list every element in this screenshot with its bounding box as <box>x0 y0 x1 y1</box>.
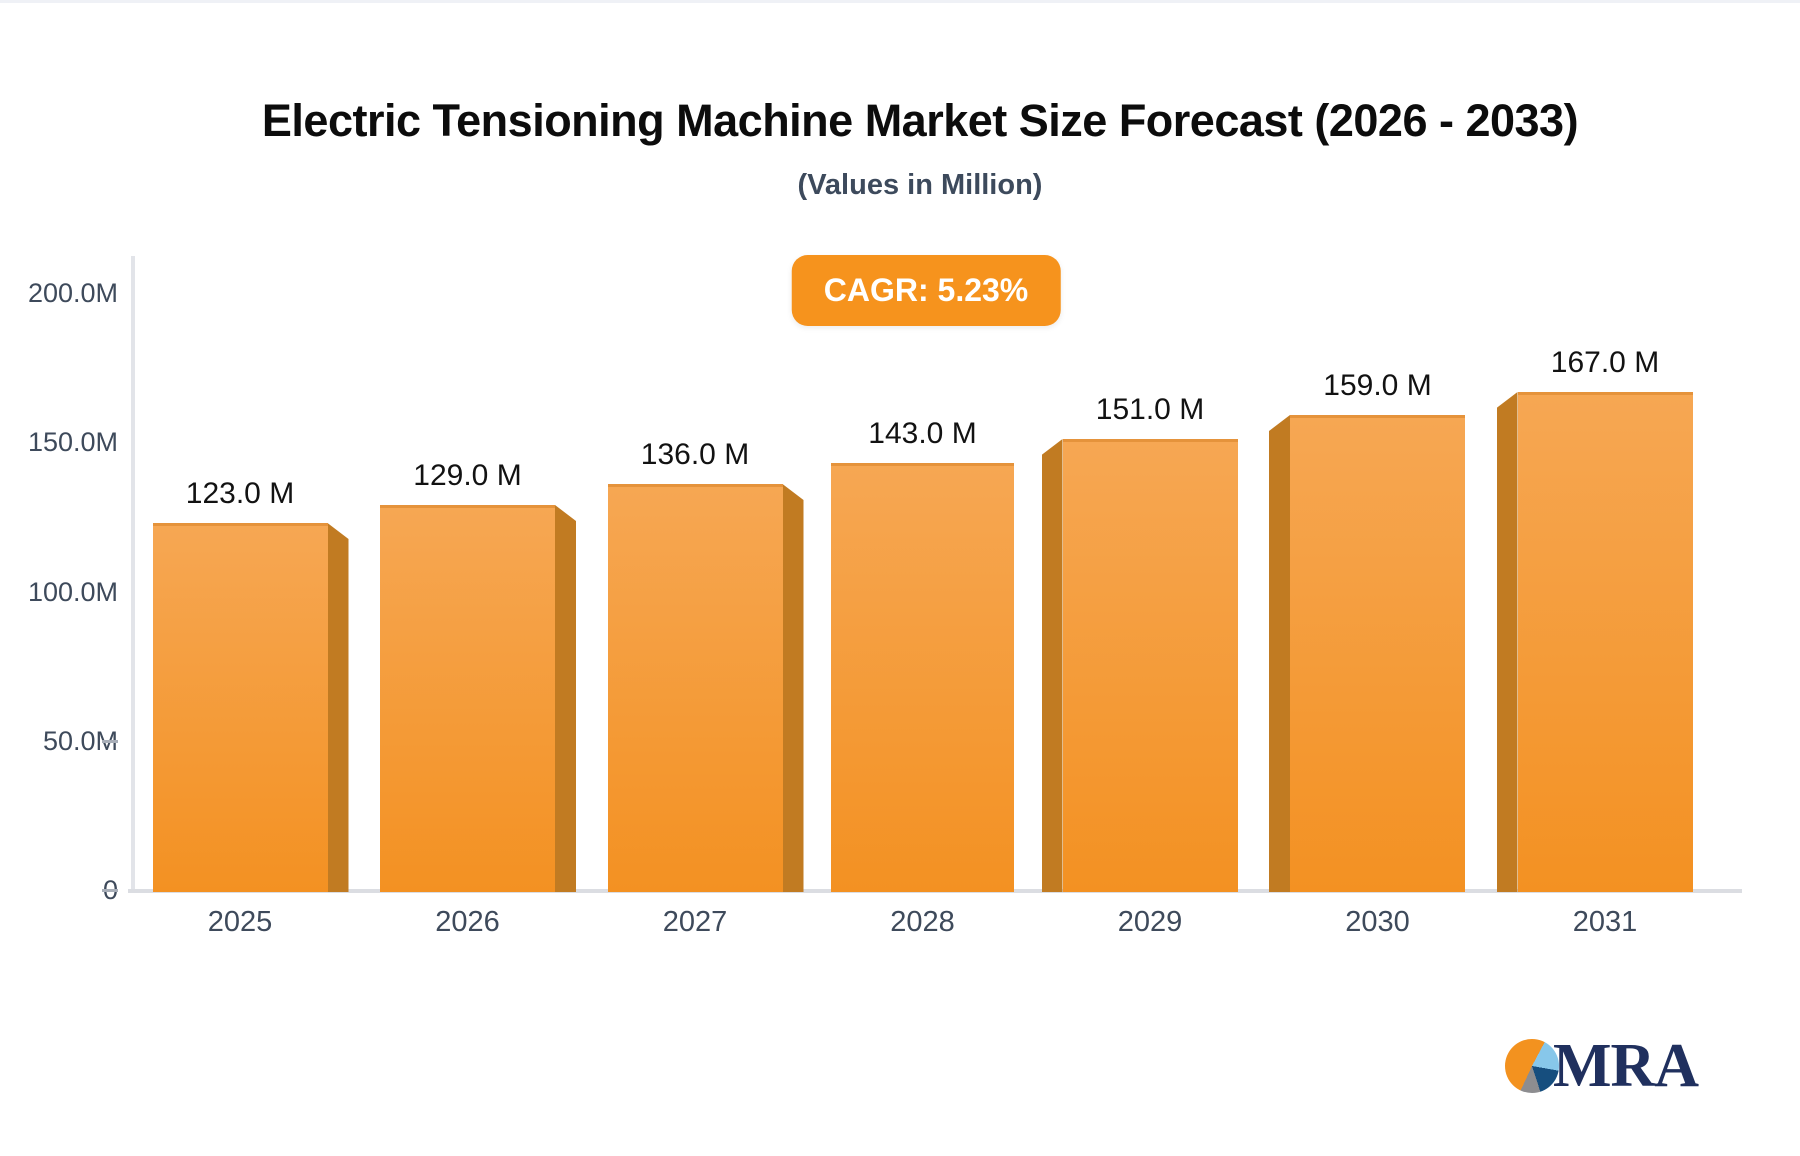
bar-value-label: 129.0 M <box>413 459 522 492</box>
bar-value-label: 167.0 M <box>1550 346 1660 379</box>
bar-value-label: 123.0 M <box>185 477 295 510</box>
bar <box>152 523 328 892</box>
brand-logo-text: MRA <box>1553 1032 1699 1100</box>
y-tick-mark <box>102 739 118 743</box>
x-tick-label: 2028 <box>890 906 955 938</box>
y-tick-label: 150.0M <box>27 427 118 458</box>
bar-3d-side <box>1496 392 1518 892</box>
y-axis-line <box>131 256 135 892</box>
y-tick-label: 200.0M <box>27 278 118 308</box>
cagr-badge: CAGR: 5.23% <box>791 255 1061 326</box>
bar <box>831 463 1014 892</box>
bar-value-label: 159.0 M <box>1323 369 1432 402</box>
pie-chart-logo-icon <box>1505 1039 1559 1093</box>
bar <box>1290 415 1465 892</box>
x-tick-label: 2025 <box>207 906 273 938</box>
y-tick-label: 50.0M <box>42 725 118 756</box>
bar <box>1062 439 1238 892</box>
chart-subtitle: (Values in Million) <box>797 169 1043 201</box>
bar <box>380 505 555 892</box>
bar-3d-side <box>782 484 804 892</box>
bar-3d-side <box>327 523 349 892</box>
x-tick-label: 2026 <box>435 906 500 938</box>
bar-value-label: 136.0 M <box>640 438 750 471</box>
y-tick-label: 100.0M <box>27 576 118 607</box>
bar-value-label: 151.0 M <box>1095 393 1205 426</box>
y-tick-label: 0 <box>0 873 118 907</box>
y-tick-mark <box>102 889 118 892</box>
chart-title: Electric Tensioning Machine Market Size … <box>261 95 1579 146</box>
x-tick-label: 2027 <box>662 906 728 938</box>
x-tick-label: 2031 <box>1572 906 1638 938</box>
bar-3d-side <box>1041 439 1063 892</box>
x-tick-label: 2030 <box>1345 906 1410 938</box>
bar-value-label: 143.0 M <box>868 417 977 450</box>
bar <box>607 484 783 892</box>
x-tick-label: 2029 <box>1117 906 1183 938</box>
bar <box>1517 392 1693 892</box>
bar-3d-side <box>555 505 576 892</box>
bar-3d-side <box>1269 415 1290 892</box>
brand-logo: MRA <box>1505 1032 1699 1100</box>
